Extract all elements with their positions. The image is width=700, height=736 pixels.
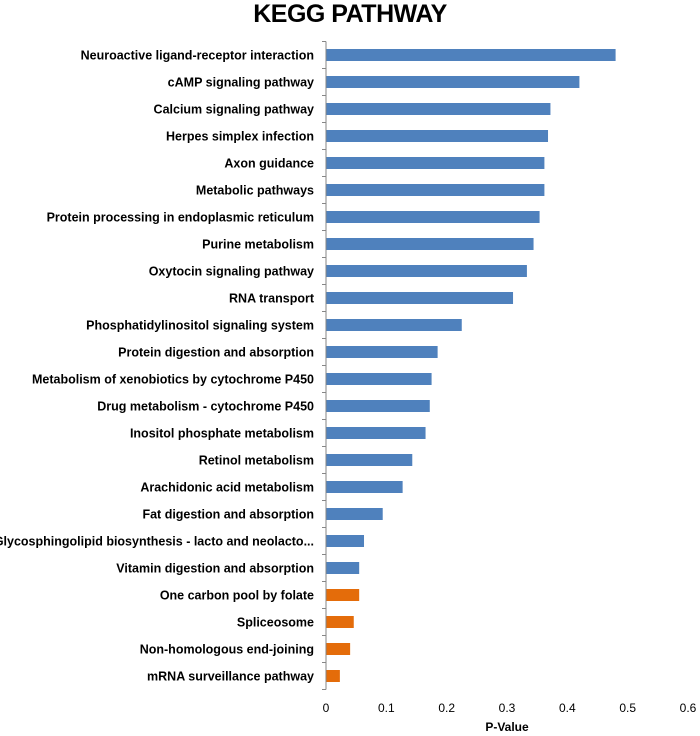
category-label-3: Herpes simplex infection [166,130,314,144]
bar-10 [326,319,462,331]
x-tick-label-4: 0.4 [559,701,576,715]
x-tick-label-3: 0.3 [499,701,516,715]
bar-4 [326,157,545,169]
bar-16 [326,481,403,493]
category-label-1: cAMP signaling pathway [168,76,314,90]
category-labels: Neuroactive ligand-receptor interaction c… [0,41,326,690]
x-tick-label-5: 0.5 [619,701,636,715]
x-tick-label-2: 0.2 [438,701,455,715]
category-label-6: Protein processing in endoplasmic reticu… [47,211,314,225]
category-label-2: Calcium signaling pathway [154,103,314,117]
category-label-17: Fat digestion and absorption [142,508,314,522]
bar-9 [326,292,514,304]
category-label-19: Vitamin digestion and absorption [116,562,314,576]
bar-6 [326,211,540,223]
bars-group [326,49,616,682]
x-axis-title: P-Value [485,720,529,734]
bar-11 [326,346,438,358]
bar-19 [326,562,360,574]
category-label-9: RNA transport [229,292,315,306]
category-label-10: Phosphatidylinositol signaling system [86,319,314,333]
bar-14 [326,427,426,439]
category-label-11: Protein digestion and absorption [118,346,314,360]
bar-12 [326,373,432,385]
category-label-13: Drug metabolism - cytochrome P450 [97,400,314,414]
bar-0 [326,49,616,61]
category-label-12: Metabolism of xenobiotics by cytochrome … [32,373,314,387]
category-label-20: One carbon pool by folate [160,589,314,603]
bar-22 [326,643,351,655]
bar-7 [326,238,534,250]
bar-1 [326,76,580,88]
bar-21 [326,616,354,628]
category-label-22: Non-homologous end-joining [140,643,314,657]
category-label-7: Purine metabolism [202,238,314,252]
x-axis-ticks: 0 0.1 0.2 0.3 0.4 0.5 0.6 [323,701,697,715]
category-label-5: Metabolic pathways [196,184,314,198]
bar-2 [326,103,551,115]
bar-13 [326,400,430,412]
x-tick-label-1: 0.1 [378,701,395,715]
category-label-4: Axon guidance [224,157,314,171]
bar-18 [326,535,365,547]
x-tick-label-0: 0 [323,701,330,715]
bar-20 [326,589,360,601]
category-label-0: Neuroactive ligand-receptor interaction [81,49,314,63]
bar-17 [326,508,383,520]
bar-23 [326,670,340,682]
category-label-18: Glycosphingolipid biosynthesis - lacto a… [0,535,314,549]
category-label-15: Retinol metabolism [199,454,314,468]
x-tick-label-6: 0.6 [680,701,697,715]
category-label-14: Inositol phosphate metabolism [130,427,314,441]
bar-8 [326,265,527,277]
category-label-23: mRNA surveillance pathway [147,670,314,684]
category-label-8: Oxytocin signaling pathway [149,265,314,279]
bar-5 [326,184,545,196]
category-label-21: Spliceosome [237,616,314,630]
chart-title: KEGG PATHWAY [253,0,447,28]
bar-3 [326,130,549,142]
bar-15 [326,454,413,466]
category-label-16: Arachidonic acid metabolism [140,481,314,495]
